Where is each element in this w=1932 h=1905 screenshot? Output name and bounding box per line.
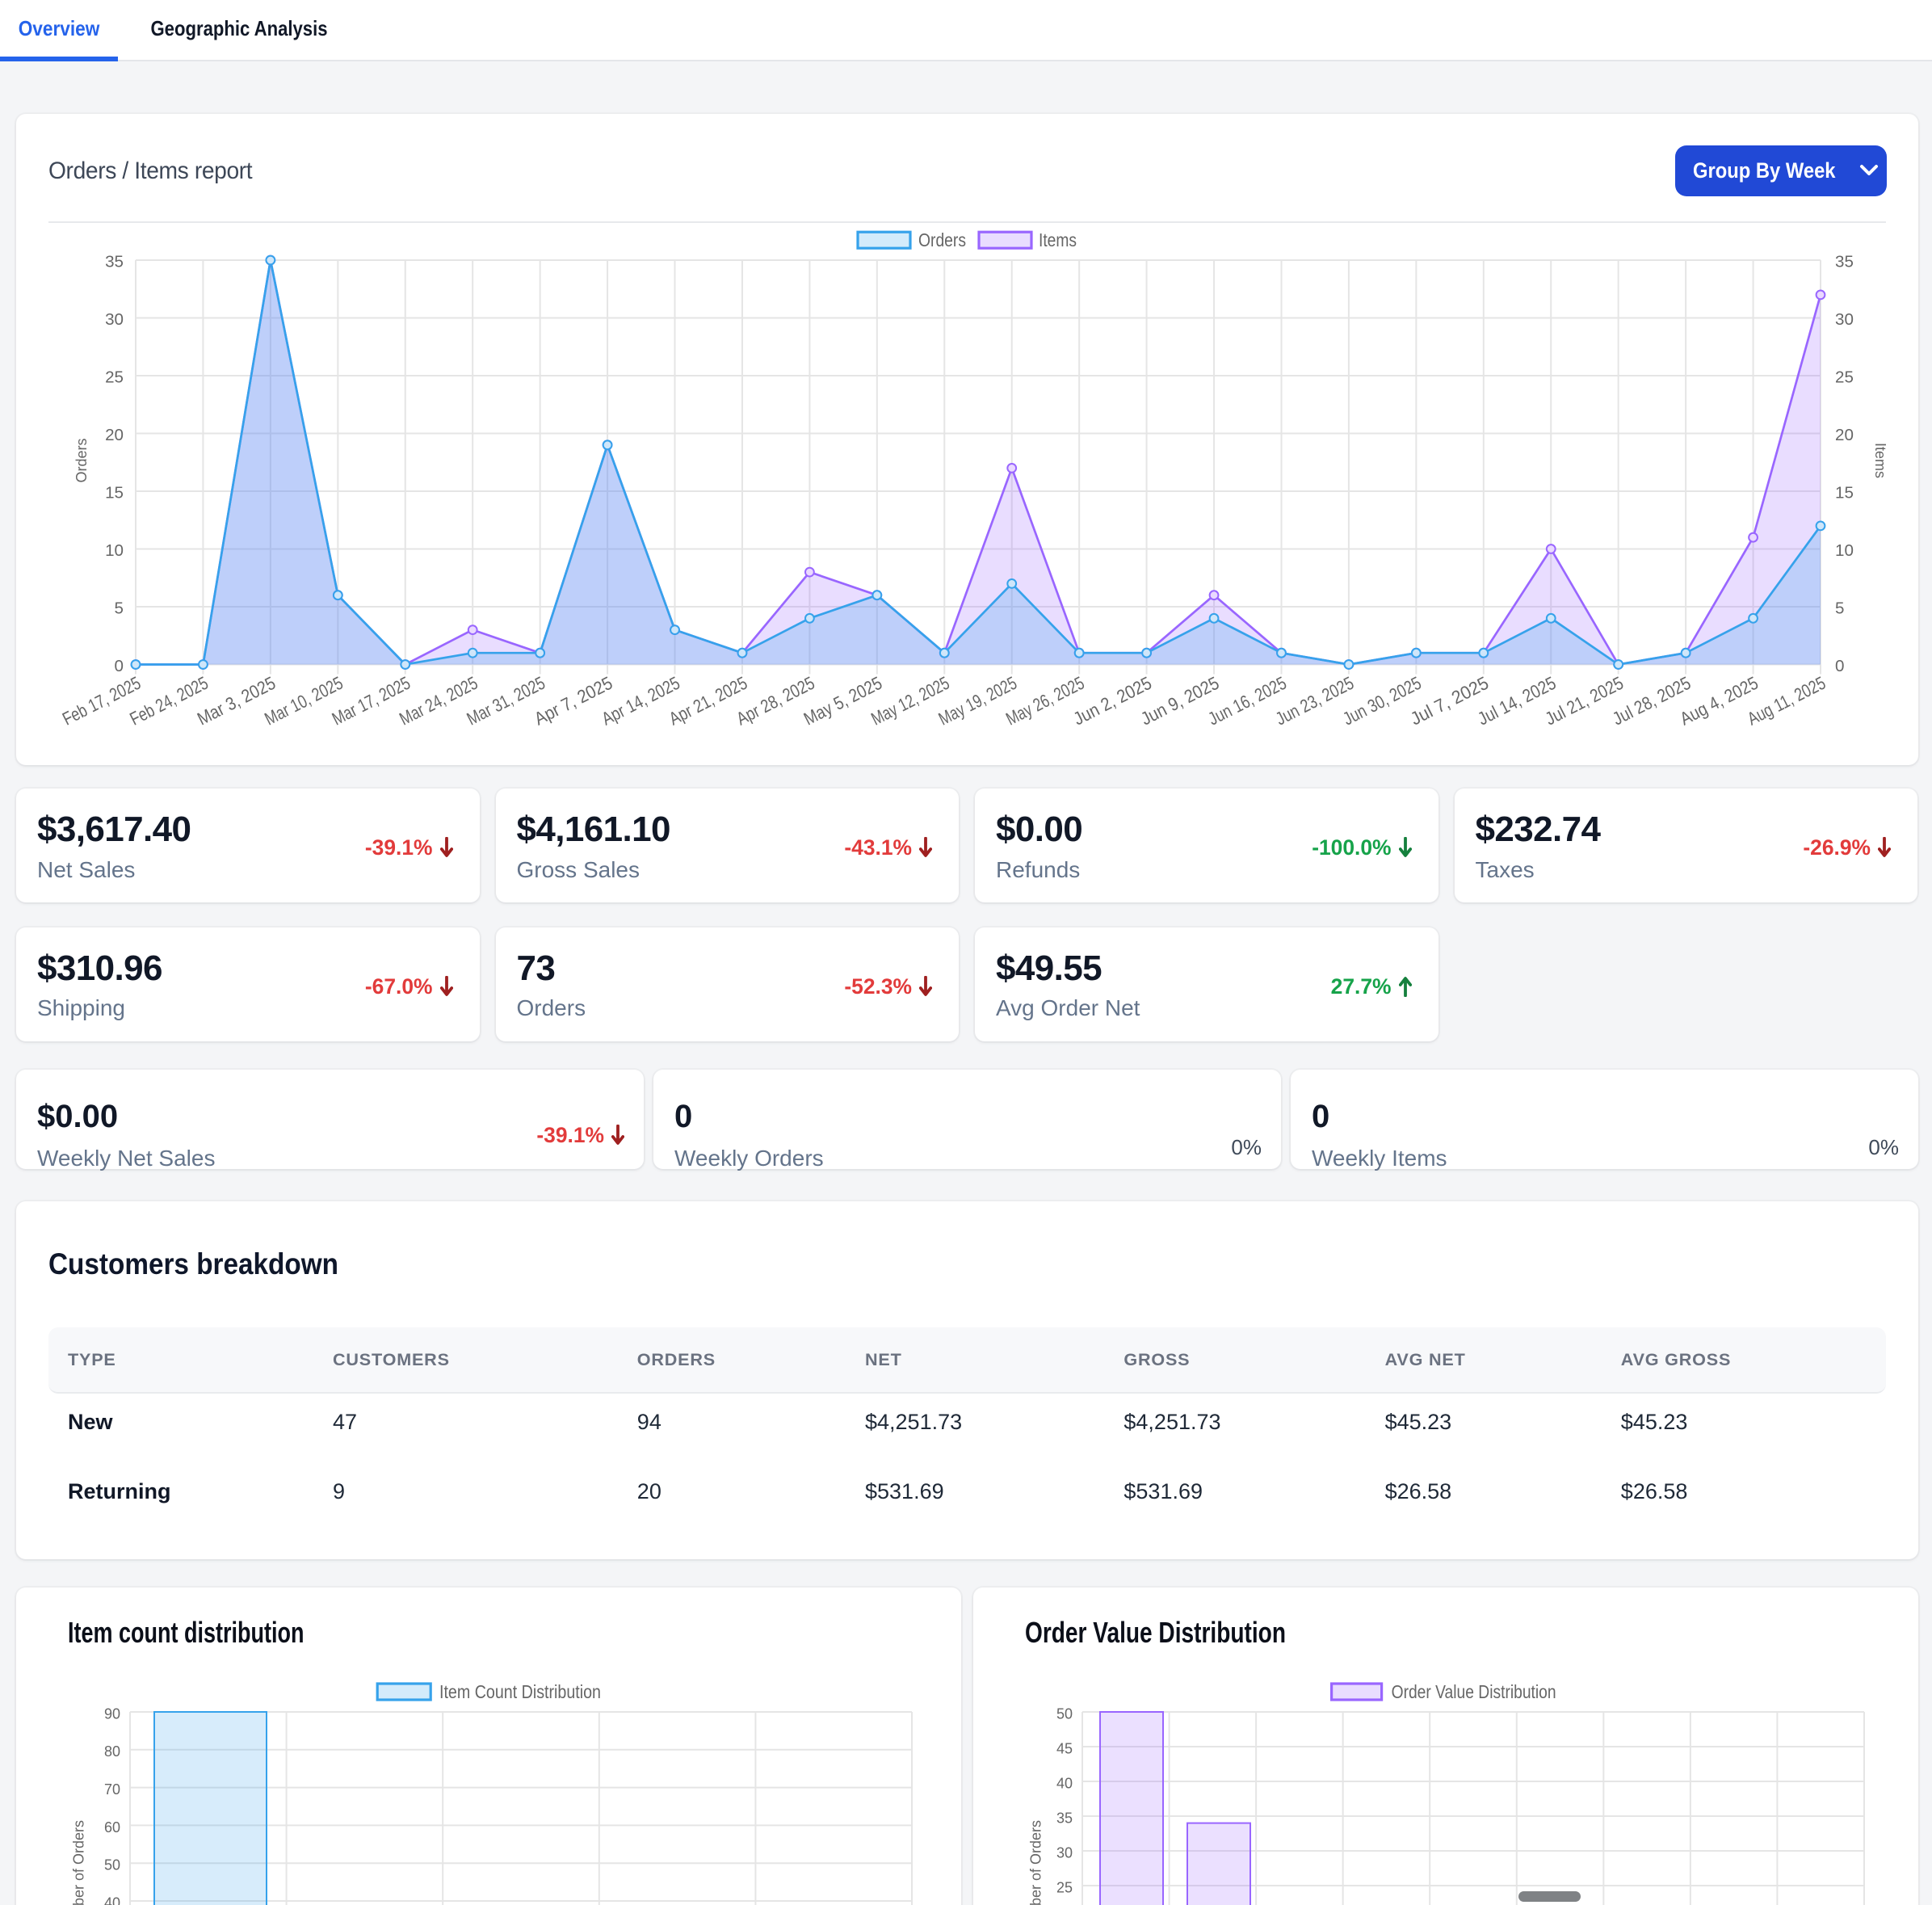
svg-text:Items: Items (1039, 229, 1077, 250)
svg-text:50: 50 (1056, 1705, 1073, 1722)
svg-text:20: 20 (105, 426, 124, 444)
svg-text:10: 10 (1835, 541, 1854, 560)
svg-text:25: 25 (105, 368, 124, 386)
svg-text:0: 0 (115, 657, 124, 675)
svg-text:10: 10 (105, 541, 124, 560)
svg-text:45: 45 (1056, 1740, 1073, 1756)
svg-text:35: 35 (1056, 1810, 1073, 1826)
svg-text:30: 30 (1835, 310, 1854, 329)
svg-text:40: 40 (1056, 1775, 1073, 1791)
svg-text:20: 20 (1835, 426, 1854, 444)
svg-text:35: 35 (1835, 252, 1854, 271)
svg-text:Orders: Orders (918, 229, 966, 250)
svg-text:25: 25 (1056, 1879, 1073, 1895)
svg-text:90: 90 (104, 1705, 120, 1722)
svg-text:30: 30 (1056, 1844, 1073, 1861)
svg-text:15: 15 (105, 483, 124, 502)
svg-text:Order Value Distribution: Order Value Distribution (1392, 1681, 1556, 1702)
svg-text:70: 70 (104, 1781, 120, 1798)
svg-text:Number of Orders: Number of Orders (1027, 1820, 1044, 1905)
svg-text:5: 5 (115, 599, 124, 617)
svg-text:Number of Orders: Number of Orders (70, 1820, 86, 1905)
svg-text:0: 0 (1835, 657, 1844, 675)
svg-text:15: 15 (1835, 483, 1854, 502)
svg-text:25: 25 (1835, 368, 1854, 386)
svg-text:80: 80 (104, 1743, 120, 1760)
svg-text:Items: Items (1872, 443, 1888, 478)
svg-text:Item Count Distribution: Item Count Distribution (439, 1681, 601, 1702)
svg-text:5: 5 (1835, 599, 1844, 617)
svg-text:60: 60 (104, 1819, 120, 1836)
svg-text:40: 40 (104, 1894, 120, 1905)
svg-text:Orders: Orders (74, 438, 90, 482)
svg-text:35: 35 (105, 252, 124, 271)
svg-text:30: 30 (105, 310, 124, 329)
svg-text:50: 50 (104, 1857, 120, 1873)
